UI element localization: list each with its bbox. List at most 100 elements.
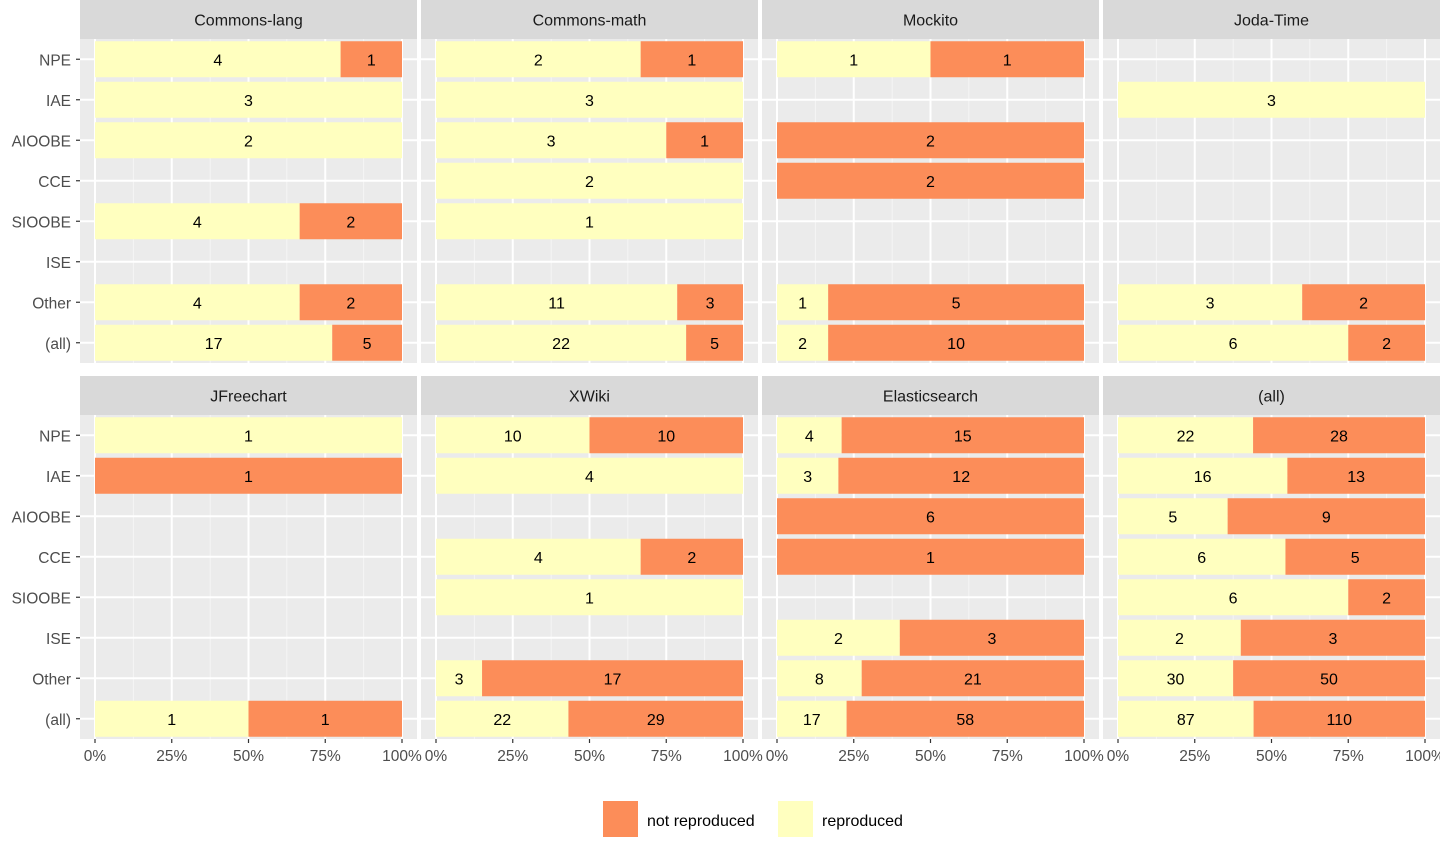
data-label-not-reproduced: 58 [956,712,974,729]
data-label-reproduced: 1 [849,52,858,69]
x-tick-label: 100% [723,748,763,765]
data-label-not-reproduced: 10 [947,336,965,353]
facet-title: Elasticsearch [883,389,978,406]
data-label-reproduced: 22 [493,712,511,729]
facet-strip [1103,0,1440,39]
bar-reproduced [95,324,333,361]
bar-reproduced [436,660,483,697]
bar-not-reproduced [846,700,1084,737]
x-tick-label: 75% [1333,748,1364,765]
x-tick-label: 100% [1064,748,1104,765]
data-label-reproduced: 4 [805,428,814,445]
legend-key-reproduced [778,801,813,837]
facet-strip [421,0,758,39]
x-tick-label: 75% [992,748,1023,765]
data-label-reproduced: 2 [244,133,253,150]
bar-reproduced [777,41,931,78]
data-label-not-reproduced: 1 [926,550,935,567]
data-label-reproduced: 1 [167,712,176,729]
data-label-reproduced: 22 [1177,428,1195,445]
bar-reproduced [436,81,743,118]
data-label-not-reproduced: 5 [1351,550,1360,567]
bar-reproduced [1118,457,1288,494]
data-label-not-reproduced: 1 [700,133,709,150]
bar-not-reproduced [299,284,402,321]
bar-reproduced [1118,498,1228,535]
bar-reproduced [436,457,743,494]
data-label-reproduced: 3 [455,671,464,688]
bar-not-reproduced [777,498,1084,535]
bar-not-reproduced [828,284,1084,321]
bar-not-reproduced [95,457,402,494]
bar-not-reproduced [666,122,743,159]
bar-not-reproduced [482,660,743,697]
data-label-not-reproduced: 13 [1347,469,1365,486]
y-tick-label: IAE [46,469,71,486]
bar-reproduced [95,284,300,321]
x-tick-label: 50% [233,748,264,765]
bar-not-reproduced [930,41,1084,78]
bar-reproduced [436,700,569,737]
bar-not-reproduced [640,538,743,575]
y-tick-label: AIOOBE [12,133,71,150]
data-label-not-reproduced: 2 [1359,295,1368,312]
data-label-not-reproduced: 6 [926,509,935,526]
data-label-reproduced: 87 [1177,712,1195,729]
data-label-reproduced: 5 [1168,509,1177,526]
y-tick-label: (all) [45,336,71,353]
x-tick-label: 25% [497,748,528,765]
facet-strip [80,0,417,39]
data-label-reproduced: 2 [798,336,807,353]
bar-reproduced [1118,700,1254,737]
data-label-not-reproduced: 1 [1003,52,1012,69]
bar-not-reproduced [1227,498,1425,535]
x-tick-label: 25% [1179,748,1210,765]
x-tick-label: 0% [425,748,448,765]
y-tick-label: NPE [39,428,71,445]
x-tick-label: 25% [838,748,869,765]
bar-not-reproduced [677,284,743,321]
y-tick-label: NPE [39,52,71,69]
data-label-reproduced: 3 [803,469,812,486]
x-tick-label: 50% [574,748,605,765]
data-label-not-reproduced: 12 [952,469,970,486]
data-label-reproduced: 1 [244,428,253,445]
x-tick-label: 0% [766,748,789,765]
data-label-not-reproduced: 1 [244,469,253,486]
data-label-reproduced: 10 [504,428,522,445]
bar-not-reproduced [686,324,743,361]
x-tick-label: 75% [310,748,341,765]
bar-reproduced [436,417,590,454]
x-tick-label: 50% [915,748,946,765]
bar-not-reproduced [777,122,1084,159]
data-label-reproduced: 8 [815,671,824,688]
facet-title: Commons-lang [194,13,302,30]
data-label-reproduced: 2 [534,52,543,69]
bar-reproduced [95,203,300,240]
data-label-not-reproduced: 3 [706,295,715,312]
y-tick-label: Other [32,295,71,312]
y-tick-label: SIOOBE [12,590,71,607]
facet-title: Joda-Time [1234,13,1309,30]
bar-reproduced [777,700,847,737]
y-tick-label: ISE [46,255,71,272]
bar-reproduced [777,660,862,697]
data-label-not-reproduced: 5 [952,295,961,312]
facet-title: Commons-math [533,13,647,30]
x-tick-label: 0% [1107,748,1130,765]
bar-not-reproduced [1253,417,1425,454]
data-label-reproduced: 16 [1194,469,1212,486]
data-label-reproduced: 4 [534,550,543,567]
data-label-not-reproduced: 17 [604,671,622,688]
data-label-not-reproduced: 5 [363,336,372,353]
data-label-reproduced: 1 [585,590,594,607]
facet-strip [762,0,1099,39]
bar-reproduced [1118,284,1303,321]
y-tick-label: (all) [45,712,71,729]
data-label-reproduced: 4 [193,295,202,312]
y-tick-label: SIOOBE [12,214,71,231]
bar-reproduced [1118,660,1234,697]
bar-reproduced [1118,324,1349,361]
data-label-reproduced: 6 [1197,550,1206,567]
bar-reproduced [436,122,667,159]
